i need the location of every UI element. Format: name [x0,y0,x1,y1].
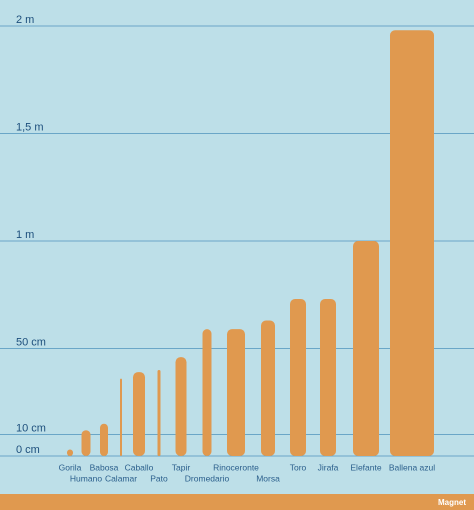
x-tick-label: Dromedario [185,473,230,483]
bar [133,372,145,456]
y-tick-label: 0 cm [16,444,40,456]
x-tick-label: Gorila [59,462,82,472]
bar [202,329,212,456]
bar [261,320,275,456]
x-tick-label: Tapir [172,462,191,472]
bar [120,378,122,456]
footer-band [0,494,474,510]
x-tick-label: Jirafa [318,462,339,472]
y-tick-label: 1 m [16,229,34,241]
bar [175,357,187,456]
x-tick-label: Rinoceronte [213,462,259,472]
x-tick-label: Pato [150,473,168,483]
x-tick-label: Humano [70,473,102,483]
credit: Magnet [438,498,466,507]
bar [81,430,91,456]
x-tick-label: Elefante [350,462,381,472]
x-tick-label: Toro [290,462,307,472]
x-tick-label: Morsa [256,473,280,483]
bar [290,299,306,456]
y-tick-label: 1,5 m [16,121,44,133]
y-tick-label: 10 cm [16,422,46,434]
bar [353,241,379,456]
bar [157,370,161,456]
x-tick-label: Ballena azul [389,462,435,472]
y-tick-label: 50 cm [16,336,46,348]
x-tick-label: Babosa [90,462,119,472]
bar [67,449,73,456]
bar [390,30,434,457]
bar [227,329,245,456]
bar [320,299,336,456]
y-tick-label: 2 m [16,14,34,26]
bar [100,423,108,456]
x-tick-label: Calamar [105,473,137,483]
x-tick-label: Caballo [125,462,154,472]
